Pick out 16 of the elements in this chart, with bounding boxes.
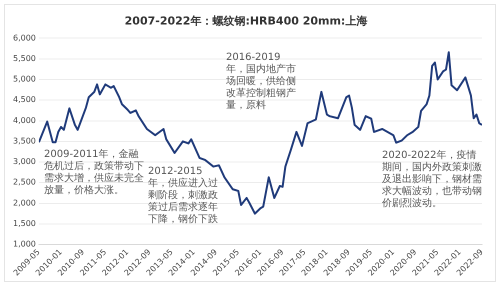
y-tick-label: 1,500: [12, 219, 36, 228]
annotation: 2016-2019年，国内地产市场回暖，供给侧改革控制粗钢产量，原料: [226, 52, 297, 112]
y-tick-label: 4,500: [12, 95, 36, 104]
chart-title: 2007-2022年：螺纹钢:HRB400 20mm:上海: [124, 14, 368, 28]
y-tick-label: 4,000: [12, 116, 36, 125]
annotation: 2009-2011年，金融危机过后，政策带动下需求大增，供应未完全放量，价格大涨。: [44, 149, 144, 197]
y-tick-label: 6,000: [12, 33, 36, 42]
y-tick-label: 5,500: [12, 54, 36, 63]
y-tick-label: 1,000: [12, 240, 36, 249]
y-tick-label: 3,500: [12, 136, 36, 146]
y-tick-label: 3,000: [12, 157, 36, 166]
y-tick-label: 2,000: [12, 198, 36, 208]
y-tick-label: 5,000: [12, 74, 36, 84]
y-tick-label: 2,500: [12, 178, 36, 187]
annotation: 2012-2015年，供应进入过剩阶段，刺激政策过后需求逐年下降，钢价下跌: [148, 166, 219, 226]
annotation: 2020-2022年，疫情期间，国内外政策刺激及退出影响下，钢材需求大幅波动，也带动钢价剧烈波动。: [382, 150, 483, 210]
